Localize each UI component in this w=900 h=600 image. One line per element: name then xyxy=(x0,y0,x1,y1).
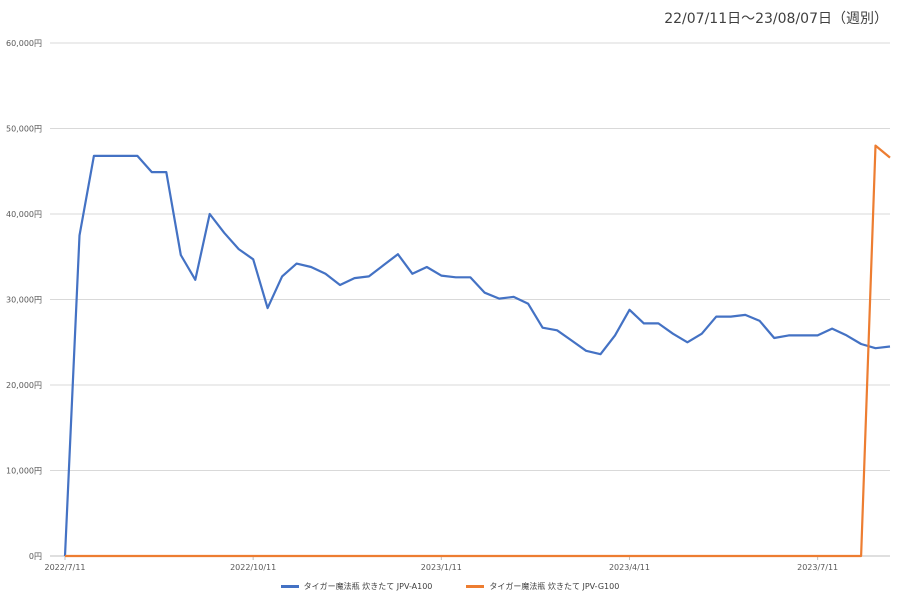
chart-legend: タイガー魔法瓶 炊きたて JPV-A100 タイガー魔法瓶 炊きたて JPV-G… xyxy=(0,581,900,592)
chart-title: 22/07/11日～23/08/07日（週別） xyxy=(664,11,888,27)
x-tick-label: 2022/7/11 xyxy=(44,563,85,572)
legend-item-series-1: タイガー魔法瓶 炊きたて JPV-A100 xyxy=(280,581,433,592)
y-tick-label: 30,000円 xyxy=(6,296,42,305)
x-tick-label: 2023/1/11 xyxy=(421,563,462,572)
legend-swatch-series-2 xyxy=(466,585,485,588)
legend-label-series-1: タイガー魔法瓶 炊きたて JPV-A100 xyxy=(303,582,433,591)
y-tick-label: 10,000円 xyxy=(6,467,42,476)
y-tick-label: 0円 xyxy=(29,552,42,561)
legend-label-series-2: タイガー魔法瓶 炊きたて JPV-G100 xyxy=(489,582,620,591)
y-tick-label: 60,000円 xyxy=(6,39,42,48)
y-tick-label: 40,000円 xyxy=(6,210,42,219)
x-tick-label: 2022/10/11 xyxy=(230,563,276,572)
series-line-1 xyxy=(63,154,891,557)
legend-swatch-series-1 xyxy=(280,585,299,588)
series-line-2 xyxy=(65,144,891,558)
y-tick-label: 20,000円 xyxy=(6,381,42,390)
x-tick-label: 2023/7/11 xyxy=(797,563,838,572)
x-tick-label: 2023/4/11 xyxy=(609,563,650,572)
y-tick-label: 50,000円 xyxy=(6,125,42,134)
legend-item-series-2: タイガー魔法瓶 炊きたて JPV-G100 xyxy=(466,581,619,592)
